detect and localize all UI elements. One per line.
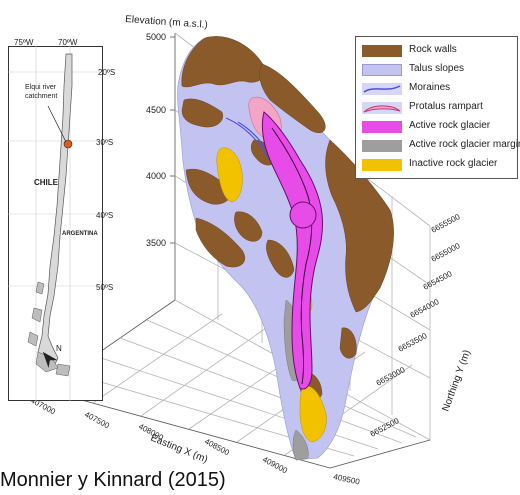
elevation-tick-3500: 3500 [146,238,166,248]
inset-catchment-label-line2: catchment [25,93,58,100]
legend-swatch-rock-walls [362,45,402,57]
legend-item-inactive-rock-glacier: Inactive rock glacier [362,157,517,173]
legend-swatch-talus-slopes [362,64,402,76]
northing-tick-6653000: 6653000 [375,365,407,388]
elqui-catchment-marker [63,139,73,149]
northing-tick-6653500: 6653500 [397,331,429,354]
legend-swatch-active-rock-glacier [362,121,402,133]
inset-lat-label-40s: 40ºS [96,211,114,220]
active-rock-glacier-lobe [289,201,317,229]
inset-country-argentina: ARGENTINA [62,231,98,237]
northing-tick-6654000: 6654000 [409,297,441,320]
elevation-tick-4500: 4500 [146,105,166,115]
legend-swatch-inactive-rock-glacier [362,159,402,171]
legend-item-moraines: Moraines [362,81,517,97]
north-arrow [42,351,58,368]
legend-label-rock-walls: Rock walls [409,44,457,55]
easting-tick-407500: 407500 [83,410,111,431]
inset-lat-label-30s: 30ºS [96,138,114,147]
chile-country-shape [37,53,73,367]
inset-north-label: N [56,344,62,353]
legend-label-moraines: Moraines [409,82,451,93]
elevation-axis-label: Elevation (m a.s.l.) [125,14,208,31]
legend-item-active-rock-glacier-margins: Active rock glacier margins [362,138,520,154]
northing-tick-6652500: 6652500 [369,416,401,439]
inset-lat-label-50s: 50ºS [96,283,114,292]
legend-label-inactive-rock-glacier: Inactive rock glacier [409,158,498,169]
active-rock-glacier-flowline [271,127,313,385]
legend-label-protalus-rampart: Protalus rampart [409,101,483,112]
northing-tick-6654500: 6654500 [422,269,454,292]
elevation-tick-4000: 4000 [146,171,166,181]
inset-map [8,46,103,401]
legend-item-talus-slopes: Talus slopes [362,62,517,78]
legend-swatch-moraines [362,83,402,95]
catchment-pointer-line [47,105,67,143]
northing-tick-6655000: 6655000 [430,241,462,264]
elevation-tick-5000: 5000 [146,32,166,42]
easting-tick-409000: 409000 [261,455,289,476]
inset-country-chile: CHILE [34,178,58,187]
legend-swatch-protalus-rampart [362,102,402,114]
inset-lon-label-70w: 70ºW [58,38,78,47]
legend-item-active-rock-glacier: Active rock glacier [362,119,517,135]
figure-caption: Monnier y Kinnard (2015) [0,469,226,491]
legend-label-active-rock-glacier-margins: Active rock glacier margins [409,139,520,150]
northing-tick-6655500: 6655500 [430,212,462,235]
legend: Rock walls Talus slopes Moraines Protalu… [355,36,520,179]
inset-catchment-label-line1: Elqui river [25,84,57,91]
legend-item-protalus-rampart: Protalus rampart [362,100,517,116]
legend-label-active-rock-glacier: Active rock glacier [409,120,491,131]
easting-axis-label: Easting X (m) [149,433,209,466]
inset-lat-label-20s: 20ºS [98,68,116,77]
legend-label-talus-slopes: Talus slopes [409,63,465,74]
legend-swatch-active-rock-glacier-margins [362,140,402,152]
legend-item-rock-walls: Rock walls [362,43,517,59]
northing-axis-label: Northing Y (m) [440,349,472,414]
inset-lon-label-75w: 75ºW [14,38,34,47]
easting-tick-409500: 409500 [333,472,362,486]
